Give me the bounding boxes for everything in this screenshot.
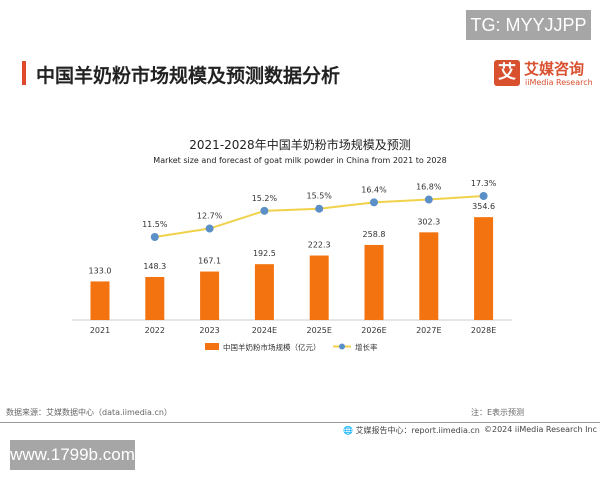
bar-label: 302.3 <box>417 217 440 226</box>
logo-cn: 艾媒咨询 <box>524 60 585 78</box>
bar <box>474 217 494 320</box>
logo-en: iiMedia Research <box>525 78 593 87</box>
growth-label: 15.2% <box>252 194 278 203</box>
growth-label: 16.8% <box>416 183 442 192</box>
legend-line-marker <box>339 343 345 350</box>
chart-title: 2021-2028年中国羊奶粉市场规模及预测 <box>189 138 411 152</box>
bar <box>309 255 329 320</box>
title-accent-bar <box>22 61 26 85</box>
bar <box>364 244 384 320</box>
bar-label: 133.0 <box>89 266 112 275</box>
legend-line-label: 增长率 <box>355 342 378 352</box>
growth-point <box>205 224 214 233</box>
x-tick-label: 2023 <box>199 326 219 335</box>
growth-point <box>479 191 488 200</box>
growth-label: 15.5% <box>306 192 332 201</box>
chart-subtitle: Market size and forecast of goat milk po… <box>153 156 447 165</box>
bar-label: 222.3 <box>308 241 331 250</box>
watermark-www: www.1799b.com <box>10 440 135 470</box>
x-tick-label: 2022 <box>145 326 165 335</box>
page-title: 中国羊奶粉市场规模及预测数据分析 <box>36 65 341 87</box>
x-tick-label: 2025E <box>306 326 331 335</box>
growth-point <box>424 195 433 204</box>
bar-label: 167.1 <box>198 257 221 266</box>
bar <box>90 281 110 320</box>
report-text: 艾媒报告中心：report.iimedia.cn <box>355 426 480 435</box>
growth-label: 16.4% <box>361 185 387 194</box>
growth-point <box>150 233 159 241</box>
growth-point <box>370 198 378 207</box>
bar <box>254 264 274 320</box>
x-tick-label: 2026E <box>361 326 386 335</box>
growth-label: 17.3% <box>471 179 497 188</box>
bar-label: 192.5 <box>253 249 276 258</box>
x-tick-label: 2024E <box>252 326 277 335</box>
watermark-tg: TG: MYYJJPP <box>466 10 591 40</box>
growth-point <box>315 204 324 213</box>
x-tick-label: 2021 <box>90 326 110 335</box>
legend-bar-label: 中国羊奶粉市场规模（亿元） <box>223 342 321 352</box>
bar <box>419 232 439 320</box>
x-tick-label: 2027E <box>416 326 441 335</box>
legend-bar-swatch <box>205 343 219 350</box>
bar <box>200 271 220 320</box>
growth-point <box>260 206 269 215</box>
logo-mark: 艾 <box>494 60 520 86</box>
bar-label: 148.3 <box>143 262 166 271</box>
growth-label: 11.5% <box>142 220 168 229</box>
report-center: 🌐 艾媒报告中心：report.iimedia.cn <box>343 425 480 436</box>
x-tick-label: 2028E <box>471 326 496 335</box>
source-text: 数据来源：艾媒数据中心（data.iimedia.cn） <box>6 408 172 417</box>
growth-label: 12.7% <box>197 212 223 221</box>
note-text: 注：E表示预测 <box>471 408 525 417</box>
copyright: ©2024 iiMedia Research Inc <box>484 425 597 434</box>
globe-icon: 🌐 <box>343 426 353 435</box>
bar-label: 258.8 <box>363 230 386 239</box>
bar-label: 354.6 <box>472 202 495 211</box>
bar <box>145 276 165 320</box>
footer-divider <box>0 422 600 423</box>
